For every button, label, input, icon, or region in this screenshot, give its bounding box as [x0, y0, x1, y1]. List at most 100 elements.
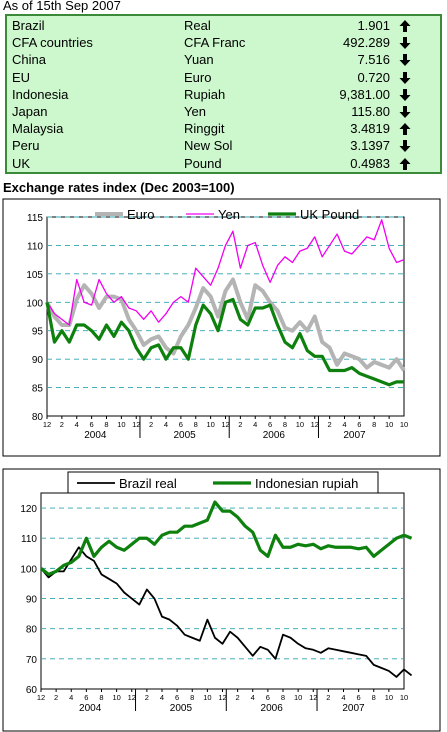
rate-value: 115.80	[351, 104, 390, 119]
currency-name: Ringgit	[184, 121, 225, 137]
x-tick-label: 8	[372, 420, 376, 429]
rate-value: 1.901	[357, 18, 390, 33]
year-label: 2007	[342, 703, 365, 714]
x-tick-label: 4	[251, 693, 255, 702]
as-of-date: As of 15th Sep 2007	[3, 0, 121, 13]
legend-label: Euro	[127, 207, 154, 222]
country-name: UK	[12, 155, 31, 171]
series-line-0	[45, 277, 406, 372]
rate-value: 3.1397	[350, 138, 390, 154]
rate-row: EU Euro 0.720	[7, 69, 440, 86]
rate-row: Peru New Sol 3.1397	[7, 137, 440, 154]
y-tick-label: 80	[26, 625, 38, 636]
currency-name: Yuan	[184, 52, 214, 68]
x-tick-label: 6	[175, 693, 179, 702]
x-tick-label: 2	[326, 693, 330, 702]
country-name: Japan	[12, 104, 48, 119]
year-label: 2006	[263, 430, 286, 441]
x-tick-label: 4	[253, 420, 257, 429]
x-tick-label: 6	[357, 420, 361, 429]
y-tick-label: 110	[27, 241, 43, 252]
arrow-up-icon	[399, 157, 411, 170]
legend-label: UK Pound	[300, 207, 359, 222]
rate-value: 0.720	[357, 69, 390, 85]
y-tick-label: 100	[20, 564, 37, 575]
country-name: China	[12, 52, 46, 68]
y-tick-label: 80	[32, 412, 44, 423]
x-tick-label: 6	[268, 420, 272, 429]
x-tick-label: 4	[69, 693, 73, 702]
x-tick-label: 2	[149, 420, 153, 429]
rate-row: Japan Yen 115.80	[7, 103, 440, 120]
y-tick-label: 120	[20, 504, 37, 515]
rate-row: Brazil Real 1.901	[7, 17, 440, 34]
year-label: 2004	[79, 703, 102, 714]
exchange-rates-table: Brazil Real 1.901 CFA countries CFA Franc 492…	[5, 14, 442, 174]
legend-box	[67, 471, 379, 494]
year-label: 2004	[84, 430, 107, 441]
x-tick-label: 8	[283, 420, 287, 429]
currency-name: Pound	[184, 155, 222, 171]
chart-frame	[2, 468, 441, 732]
y-tick-label: 90	[26, 595, 38, 606]
x-tick-label: 2	[236, 693, 240, 702]
rate-value: 7.516	[357, 52, 390, 68]
rate-row: UK Pound 0.4983	[7, 155, 440, 172]
x-tick-label: 12	[132, 420, 140, 429]
y-tick-label: 85	[32, 384, 44, 395]
x-tick-label: 6	[179, 420, 183, 429]
arrow-down-icon	[399, 140, 411, 153]
x-tick-label: 12	[128, 693, 136, 702]
arrow-up-icon	[399, 20, 411, 32]
x-tick-label: 10	[296, 420, 304, 429]
country-name: Brazil	[12, 18, 45, 33]
x-tick-label: 6	[90, 420, 94, 429]
rate-row: China Yuan 7.516	[7, 51, 440, 68]
country-name: Indonesia	[12, 86, 69, 102]
y-tick-label: 70	[26, 655, 38, 666]
x-tick-label: 4	[164, 420, 168, 429]
x-tick-label: 6	[266, 693, 270, 702]
currency-name: CFA Franc	[184, 35, 246, 51]
x-tick-label: 10	[206, 420, 214, 429]
x-tick-label: 10	[400, 693, 408, 702]
x-tick-label: 4	[75, 420, 79, 429]
rate-value: 492.289	[343, 35, 390, 51]
x-tick-label: 2	[238, 420, 242, 429]
rate-row: Malaysia Ringgit 3.4819	[7, 120, 440, 137]
chart-euro-yen-pound: 80 85 90 95 100 105 110 115 12 2 4 6 8 10 12 2 4 6 8 10 12 2 4…	[2, 198, 441, 457]
x-tick-label: 8	[281, 693, 285, 702]
country-name: EU	[12, 69, 31, 85]
x-tick-label: 12	[221, 420, 229, 429]
x-tick-label: 10	[117, 420, 125, 429]
rate-value: 3.4819	[350, 121, 390, 137]
arrow-down-icon	[399, 71, 411, 84]
currency-name: Euro	[184, 69, 212, 85]
series-line-0	[40, 546, 413, 678]
rate-value: 0.4983	[350, 155, 390, 171]
x-tick-label: 4	[342, 420, 346, 429]
series-line-1	[40, 500, 413, 577]
country-name: Malaysia	[12, 121, 64, 137]
year-label: 2005	[170, 703, 193, 714]
x-tick-label: 2	[60, 420, 64, 429]
country-name: Peru	[12, 138, 40, 154]
x-tick-label: 8	[104, 420, 108, 429]
year-label: 2007	[343, 430, 366, 441]
x-tick-label: 8	[372, 693, 376, 702]
x-tick-label: 2	[145, 693, 149, 702]
x-tick-label: 10	[294, 693, 302, 702]
x-tick-label: 6	[84, 693, 88, 702]
x-tick-label: 2	[328, 420, 332, 429]
x-tick-label: 4	[160, 693, 164, 702]
year-label: 2005	[173, 430, 196, 441]
series-line-2	[45, 297, 404, 387]
country-name: CFA countries	[12, 35, 93, 51]
currency-name: Rupiah	[184, 86, 226, 102]
arrow-down-icon	[399, 106, 411, 118]
y-tick-label: 60	[26, 685, 38, 696]
x-tick-label: 10	[385, 420, 393, 429]
legend-label: Yen	[218, 207, 240, 222]
x-tick-label: 8	[194, 420, 198, 429]
